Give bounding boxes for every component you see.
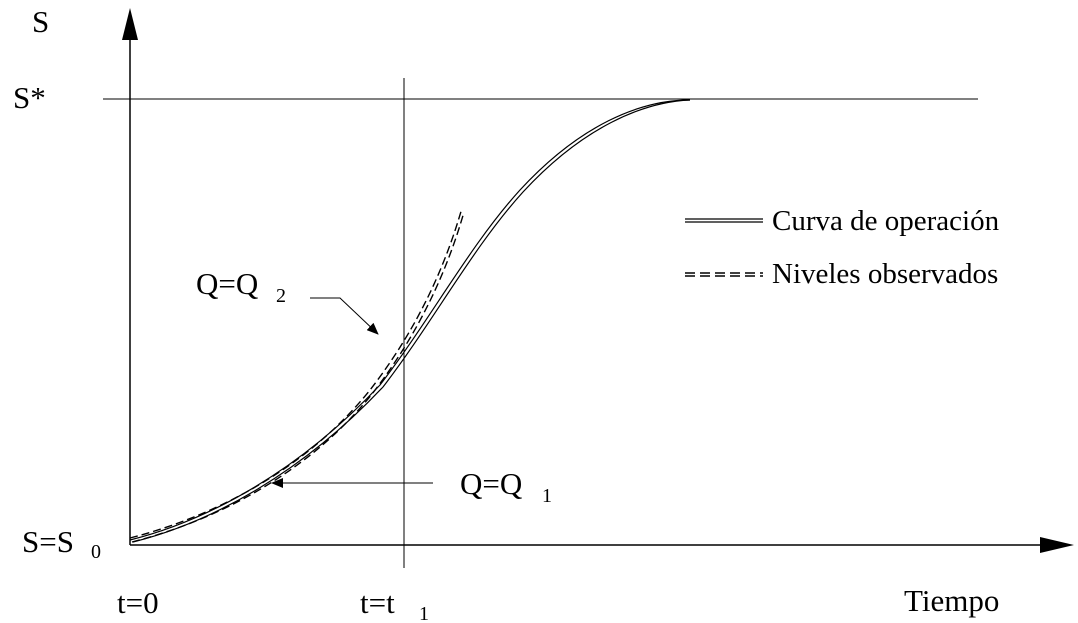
t1-label: t=t bbox=[360, 585, 395, 620]
s0-label: S=S bbox=[22, 524, 74, 559]
q1-subscript: 1 bbox=[542, 485, 552, 507]
s-star-label: S* bbox=[13, 80, 46, 115]
q2-leader bbox=[310, 297, 379, 335]
observed-curve bbox=[129, 207, 463, 539]
q2-subscript: 2 bbox=[276, 285, 286, 307]
operation-curve-inner bbox=[132, 99, 691, 543]
observed-curve-inner bbox=[131, 211, 465, 543]
q2-label: Q=Q bbox=[196, 266, 258, 301]
x-axis-arrowhead bbox=[1040, 537, 1074, 553]
y-axis-label: S bbox=[32, 4, 49, 39]
x-axis-label: Tiempo bbox=[904, 583, 999, 618]
legend-observed-label: Niveles observados bbox=[772, 258, 998, 290]
s0-subscript: 0 bbox=[91, 541, 101, 563]
legend-operation-label: Curva de operación bbox=[772, 205, 1000, 237]
t1-subscript: 1 bbox=[419, 603, 429, 623]
legend: Curva de operación Niveles observados bbox=[685, 205, 1000, 290]
y-axis-arrowhead bbox=[122, 8, 138, 40]
operation-curve bbox=[129, 99, 691, 541]
q1-label: Q=Q bbox=[460, 466, 522, 501]
t0-label: t=0 bbox=[117, 585, 159, 620]
